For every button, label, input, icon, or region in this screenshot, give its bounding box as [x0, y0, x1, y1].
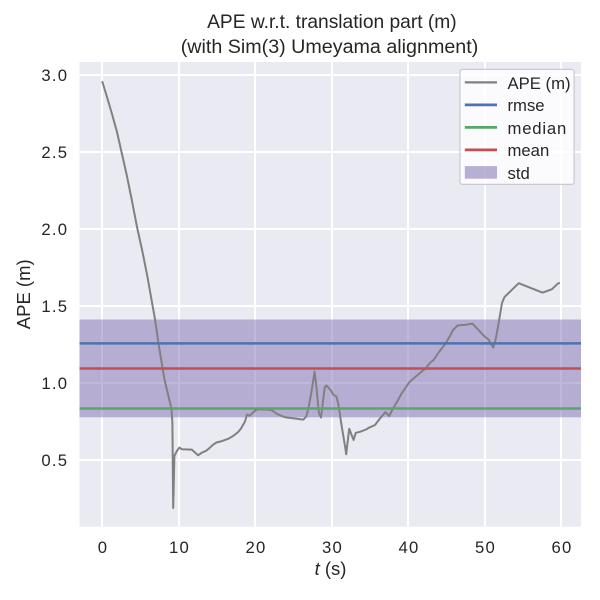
svg-text:APE (m): APE (m)	[13, 259, 34, 329]
